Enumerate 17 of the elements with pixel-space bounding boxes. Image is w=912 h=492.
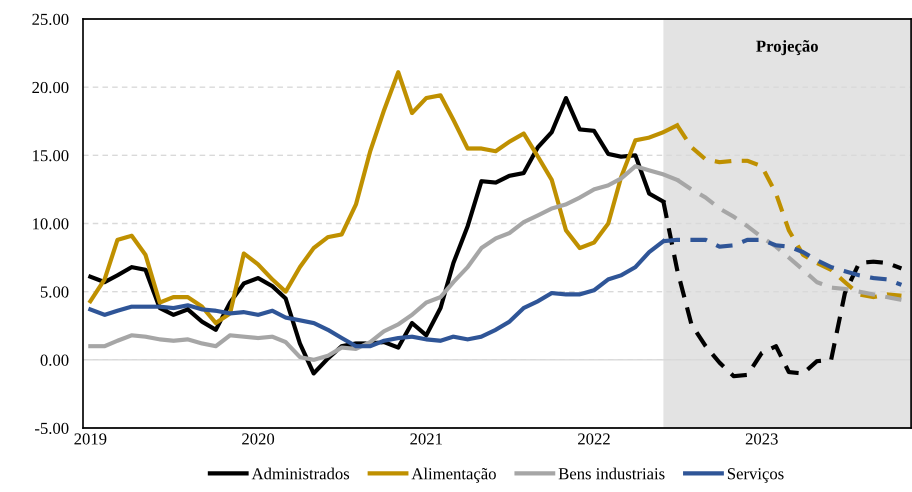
x-tick-label: 2023 <box>746 433 778 445</box>
legend-label: Administrados <box>252 468 350 480</box>
y-tick-label: 15.00 <box>33 150 68 162</box>
legend-label: Bens industriais <box>558 468 665 480</box>
y-tick-label: 20.00 <box>32 82 68 94</box>
band-label: Projeção <box>756 40 818 56</box>
y-tick-label: 10.00 <box>33 218 68 230</box>
y-tick-label: 25.00 <box>32 14 68 26</box>
legend-label: Serviços <box>728 468 784 483</box>
x-tick-label: 2019 <box>74 433 106 445</box>
y-tick-label: 0.00 <box>40 354 68 366</box>
x-tick-label: 2021 <box>410 433 442 445</box>
x-tick-label: 2022 <box>578 433 610 445</box>
y-tick-label: -5.00 <box>35 422 68 434</box>
legend-label: Alimentação <box>412 468 496 483</box>
x-tick-label: 2020 <box>242 433 274 445</box>
y-tick-label: 5.00 <box>40 286 68 298</box>
